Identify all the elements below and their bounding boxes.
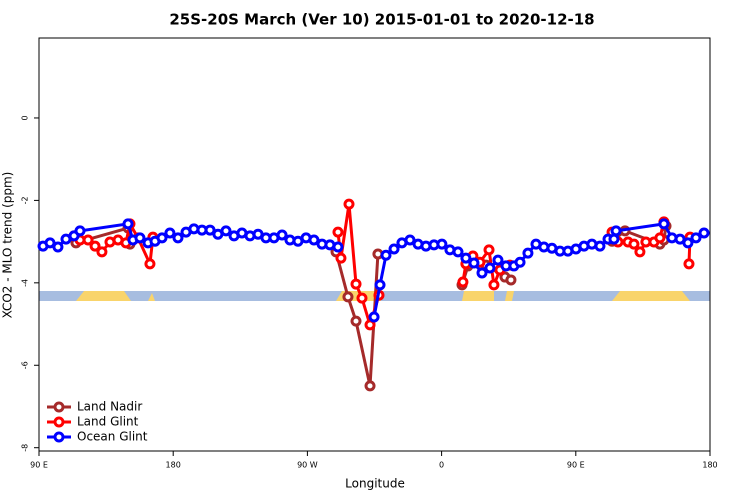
data-point [476,267,488,279]
data-point [156,232,168,244]
data-point [374,279,386,291]
data-point [364,380,376,392]
data-point [356,292,368,304]
data-point [74,225,86,237]
y-tick-label: -2 [21,196,30,204]
land-band [505,291,514,301]
x-tick-label: 180 [166,461,181,470]
data-point [335,252,347,264]
chart-title: 25S-20S March (Ver 10) 2015-01-01 to 202… [169,11,594,29]
data-point [380,249,392,261]
x-tick-label: 0 [439,461,444,470]
data-point [44,237,56,249]
data-point [332,241,344,253]
data-point [96,246,108,258]
data-point [457,276,469,288]
data-point [492,254,504,266]
land-band [148,293,155,301]
data-point [52,241,64,253]
data-point [404,234,416,246]
data-point [332,226,344,238]
data-point [488,279,500,291]
data-point [698,227,710,239]
data-point [82,234,94,246]
data-point [514,256,526,268]
data-point [89,240,101,252]
data-point [276,229,288,241]
y-tick-label: -6 [21,361,30,369]
land-band [612,291,690,301]
data-point [308,234,320,246]
data-point [122,218,134,230]
legend-marker [53,431,65,443]
data-point [164,227,176,239]
data-point [483,244,495,256]
data-point [683,258,695,270]
x-tick-label: 180 [702,461,717,470]
data-point [484,262,496,274]
legend-marker [53,416,65,428]
data-point [594,240,606,252]
x-axis-label: Longitude [345,477,405,491]
data-point [342,291,354,303]
data-point [658,218,670,230]
y-tick-label: 0 [21,115,30,120]
data-point [505,274,517,286]
legend-label: Land Nadir [77,400,142,414]
data-point [452,246,464,258]
x-tick-label: 90 W [297,461,318,470]
legend-label: Land Glint [77,415,139,429]
x-tick-label: 90 E [567,461,585,470]
data-point [610,225,622,237]
data-point [368,311,380,323]
data-point [634,246,646,258]
x-tick-label: 90 E [30,461,48,470]
data-point [468,257,480,269]
data-point [522,247,534,259]
y-axis-label: XCO2 - MLO trend (ppm) [1,172,15,319]
land-band [76,291,131,301]
data-point [690,232,702,244]
data-point [436,238,448,250]
data-point [388,243,400,255]
data-point [364,319,376,331]
y-tick-label: -8 [21,444,30,452]
legend-marker [53,401,65,413]
data-point [144,258,156,270]
data-point [350,315,362,327]
land-band [462,291,494,301]
data-point [654,232,666,244]
data-point [204,224,216,236]
data-point [628,238,640,250]
data-point [343,198,355,210]
data-point [220,225,232,237]
y-tick-label: -4 [21,279,30,287]
data-point [460,252,472,264]
data-point [682,237,694,249]
legend-label: Ocean Glint [77,430,148,444]
data-point [134,232,146,244]
data-point [172,232,184,244]
data-point [350,278,362,290]
